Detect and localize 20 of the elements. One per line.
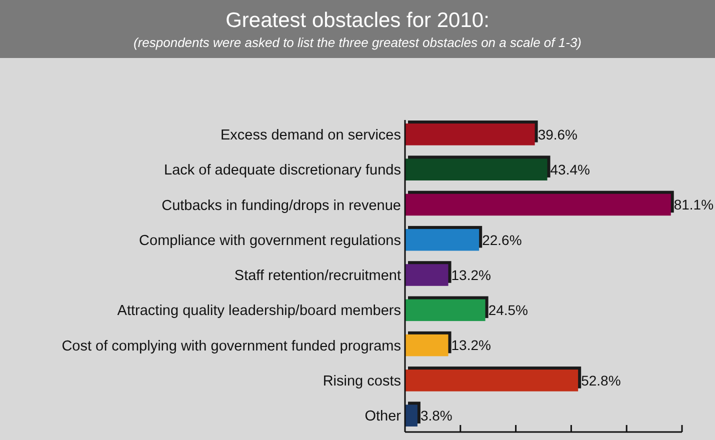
data-label: 81.1%	[674, 196, 714, 213]
data-label: 22.6%	[482, 232, 522, 248]
chart-subtitle: (respondents were asked to list the three greatest obstacles on a scale of 1-3)	[133, 35, 582, 50]
data-label: 3.8%	[420, 407, 452, 424]
data-label: 13.2%	[451, 337, 491, 354]
data-label: 43.4%	[550, 161, 590, 178]
y-tick-label: Staff retention/recruitment	[234, 268, 401, 284]
y-tick-label: Cost of complying with government funded programs	[62, 338, 401, 354]
data-label: 13.2%	[451, 266, 491, 283]
y-tick-label: Attracting quality leadership/board members	[117, 303, 401, 320]
y-tick-label: Compliance with government regulations	[139, 232, 401, 249]
chart-title: Greatest obstacles for 2010:	[226, 9, 490, 32]
data-label: 52.8%	[581, 372, 621, 388]
y-tick-label: Lack of adequate discretionary funds	[164, 162, 401, 179]
y-tick-label: Excess demand on services	[220, 127, 401, 144]
data-label: 24.5%	[488, 302, 528, 318]
y-tick-label: Cutbacks in funding/drops in revenue	[162, 198, 401, 214]
y-tick-label: Rising costs	[322, 374, 401, 390]
data-label: 39.6%	[538, 126, 578, 142]
y-tick-label: Other	[364, 408, 402, 425]
